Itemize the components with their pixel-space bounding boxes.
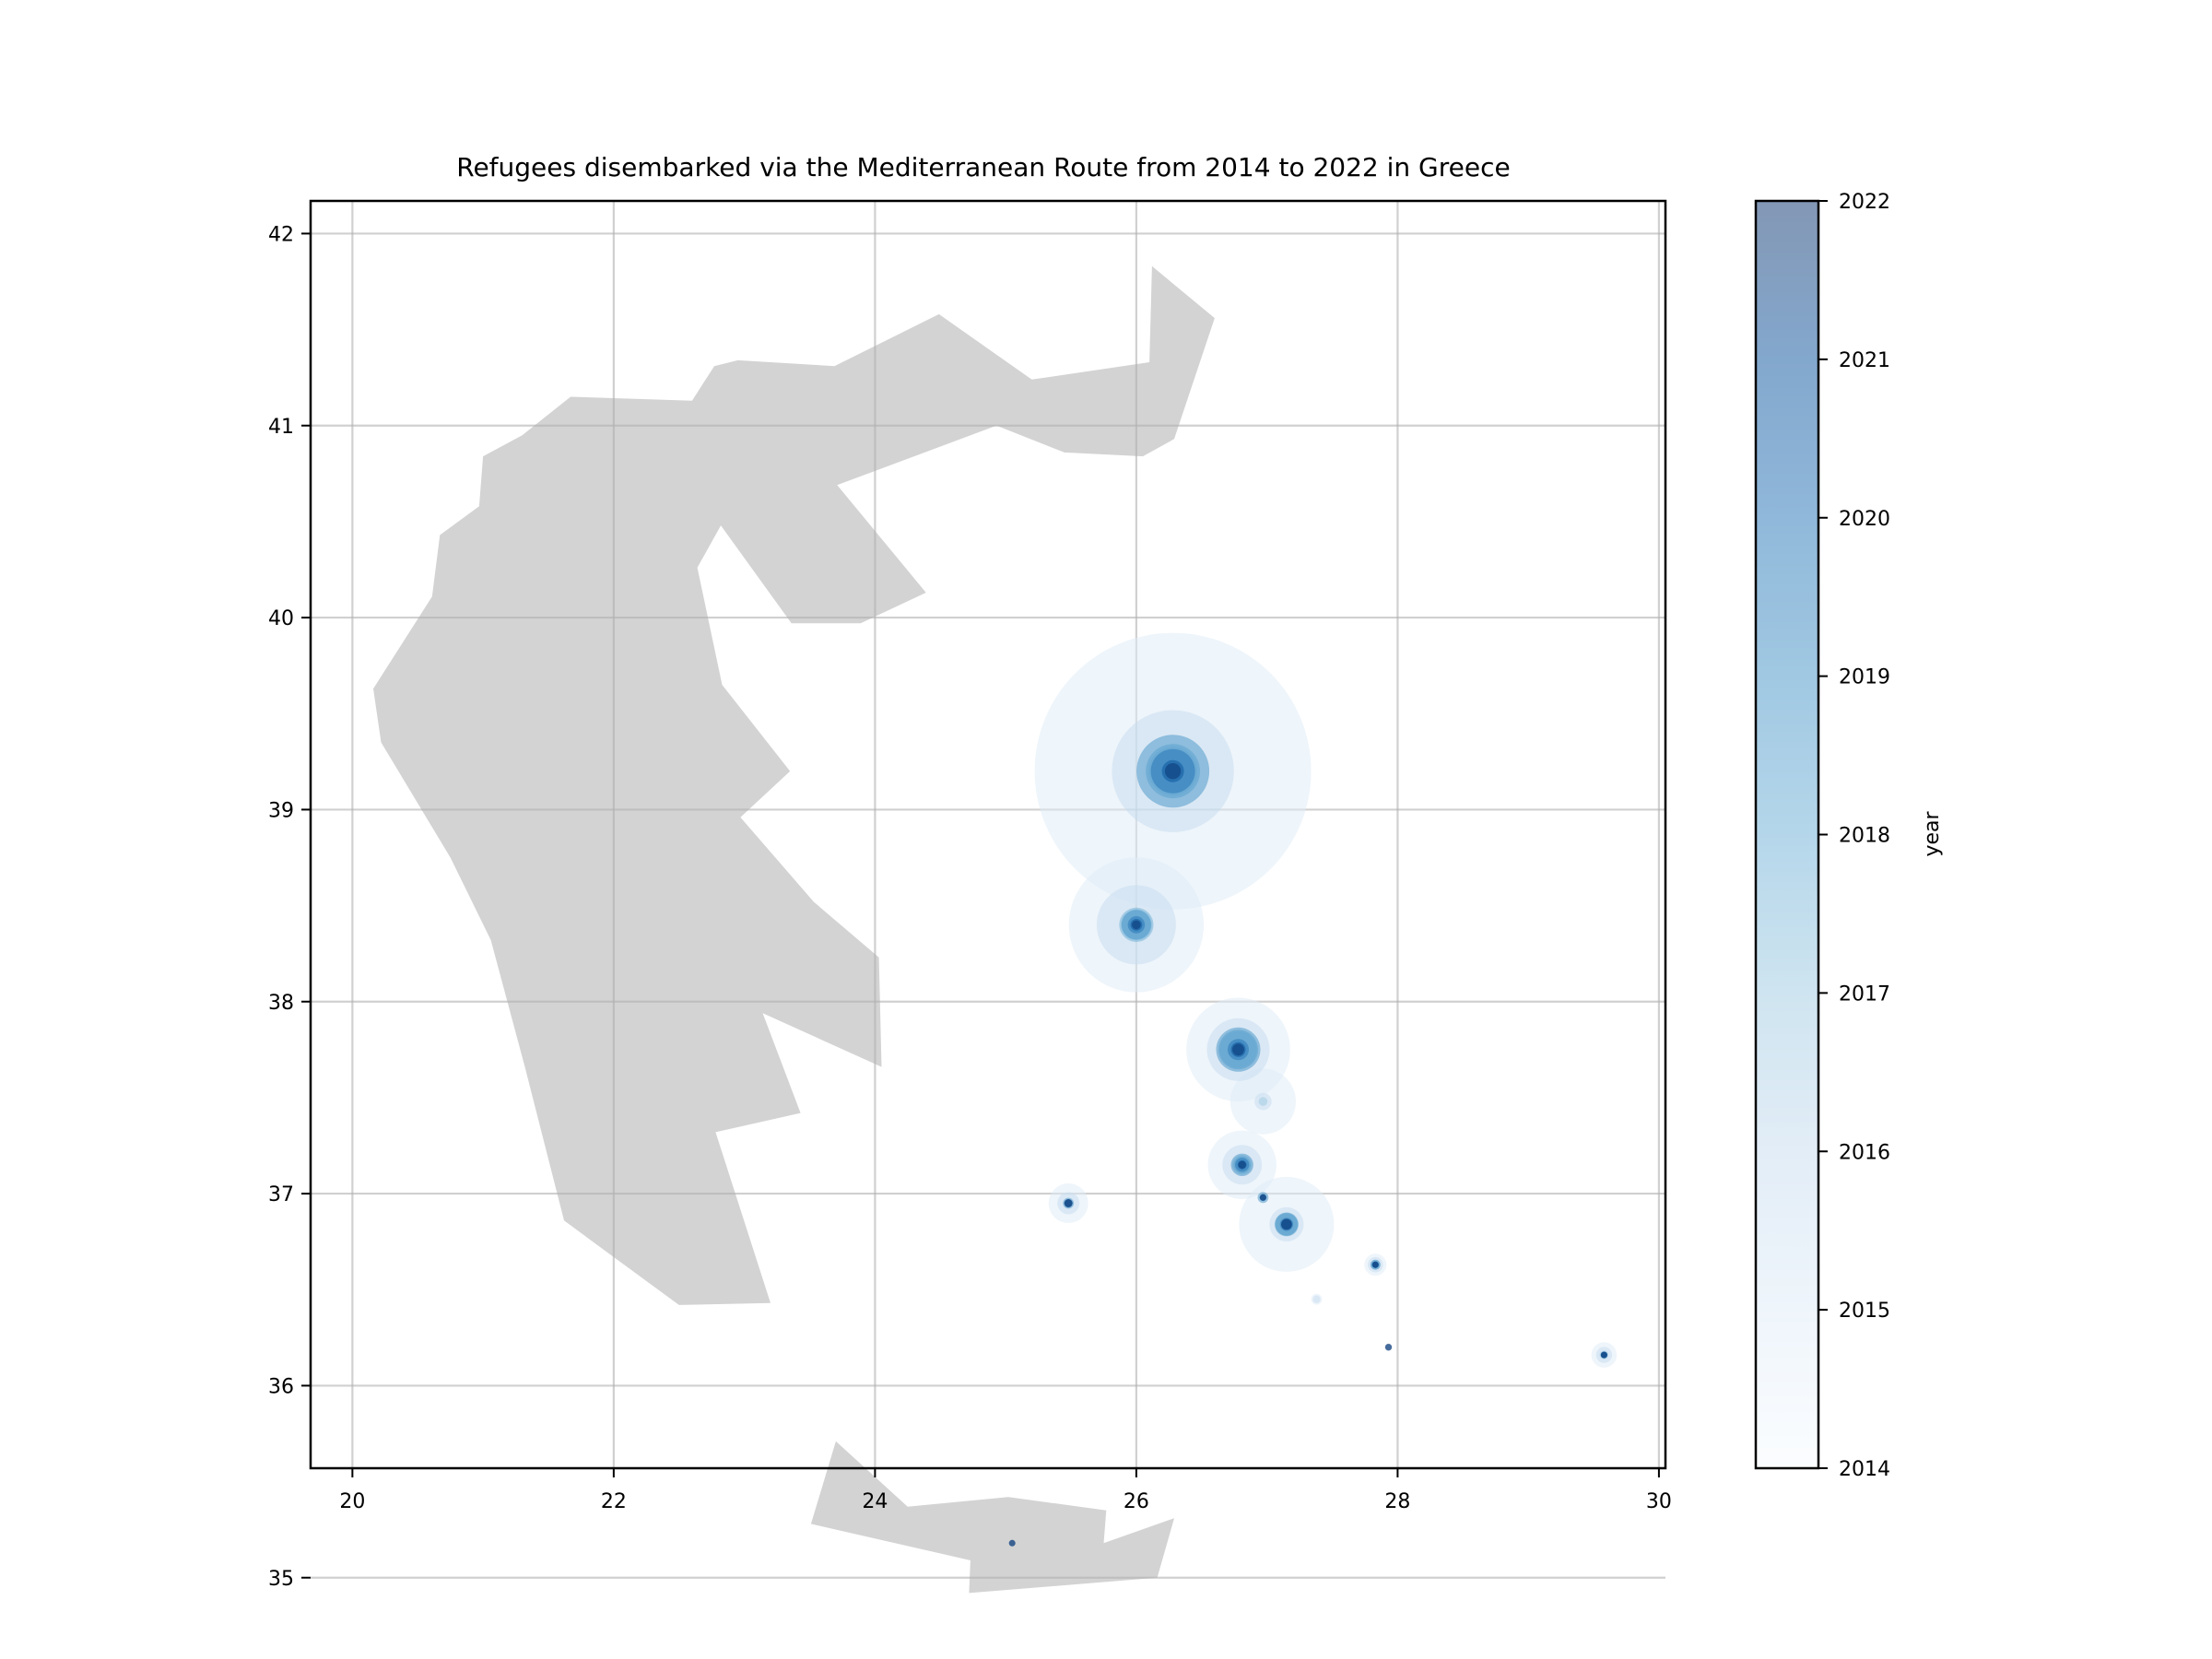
colorbar-tick-label: 2022 <box>1839 191 1890 214</box>
colorbar-tick-label: 2020 <box>1839 508 1890 531</box>
bubble-2022 <box>1371 1261 1379 1268</box>
bubble-layer <box>1008 632 1618 1547</box>
land-layer <box>373 265 1215 1594</box>
y-tick-label: 37 <box>268 1183 294 1206</box>
colorbar-tick-label: 2021 <box>1839 349 1890 372</box>
bubble-2022 <box>1384 1343 1393 1351</box>
colorbar-gradient <box>1754 199 1820 1470</box>
bubble-2022 <box>1232 1043 1244 1056</box>
x-tick-label: 30 <box>1646 1490 1672 1513</box>
land-polygon <box>810 1441 1174 1594</box>
y-tick-label: 39 <box>268 799 294 822</box>
x-tick-label: 20 <box>339 1490 365 1513</box>
y-tick-label: 41 <box>268 416 294 439</box>
colorbar: 2014 2015 2016 2017 2018 2019 2020 2021 2022 yea… <box>1754 191 1944 1481</box>
colorbar-label: year <box>1921 811 1944 857</box>
colorbar-ticks: 2014 2015 2016 2017 2018 2019 2020 2021 2022 <box>1818 191 1890 1481</box>
bubble-2022 <box>1164 763 1182 780</box>
colorbar-tick-label: 2018 <box>1839 825 1890 848</box>
colorbar-tick-label: 2019 <box>1839 666 1890 689</box>
grid-layer <box>311 201 1665 1579</box>
y-tick-label: 40 <box>268 607 294 630</box>
y-axis: 35 36 37 38 39 40 41 42 <box>268 223 311 1591</box>
x-tick-label: 22 <box>601 1490 627 1513</box>
bubble-2022 <box>1238 1160 1246 1170</box>
y-tick-label: 36 <box>268 1375 294 1398</box>
colorbar-tick-label: 2014 <box>1839 1458 1890 1481</box>
x-tick-label: 26 <box>1124 1490 1149 1513</box>
colorbar-tick-label: 2016 <box>1839 1141 1890 1164</box>
bubble-2016 <box>1312 1295 1321 1303</box>
bubble-2022 <box>1600 1351 1607 1359</box>
bubble-2017 <box>1258 1097 1268 1106</box>
bubble-2022 <box>1008 1539 1016 1547</box>
colorbar-tick-label: 2015 <box>1839 1300 1890 1323</box>
x-axis: 20 22 24 26 28 30 <box>339 1468 1672 1513</box>
bubble-2022 <box>1281 1218 1292 1230</box>
y-tick-label: 35 <box>268 1568 294 1591</box>
plot-frame <box>309 199 1667 1470</box>
y-tick-label: 38 <box>268 992 294 1015</box>
bubble-2022 <box>1132 920 1141 930</box>
x-tick-label: 24 <box>862 1490 888 1513</box>
colorbar-tick-label: 2017 <box>1839 982 1890 1006</box>
y-tick-label: 42 <box>268 223 294 246</box>
land-polygon <box>373 265 1215 1305</box>
plot-area <box>309 199 1667 1594</box>
x-tick-label: 28 <box>1384 1490 1410 1513</box>
chart-title: Refugees disembarked via the Mediterrane… <box>456 152 1510 182</box>
bubble-2022 <box>1064 1199 1073 1207</box>
bubble-2022 <box>1259 1194 1266 1201</box>
